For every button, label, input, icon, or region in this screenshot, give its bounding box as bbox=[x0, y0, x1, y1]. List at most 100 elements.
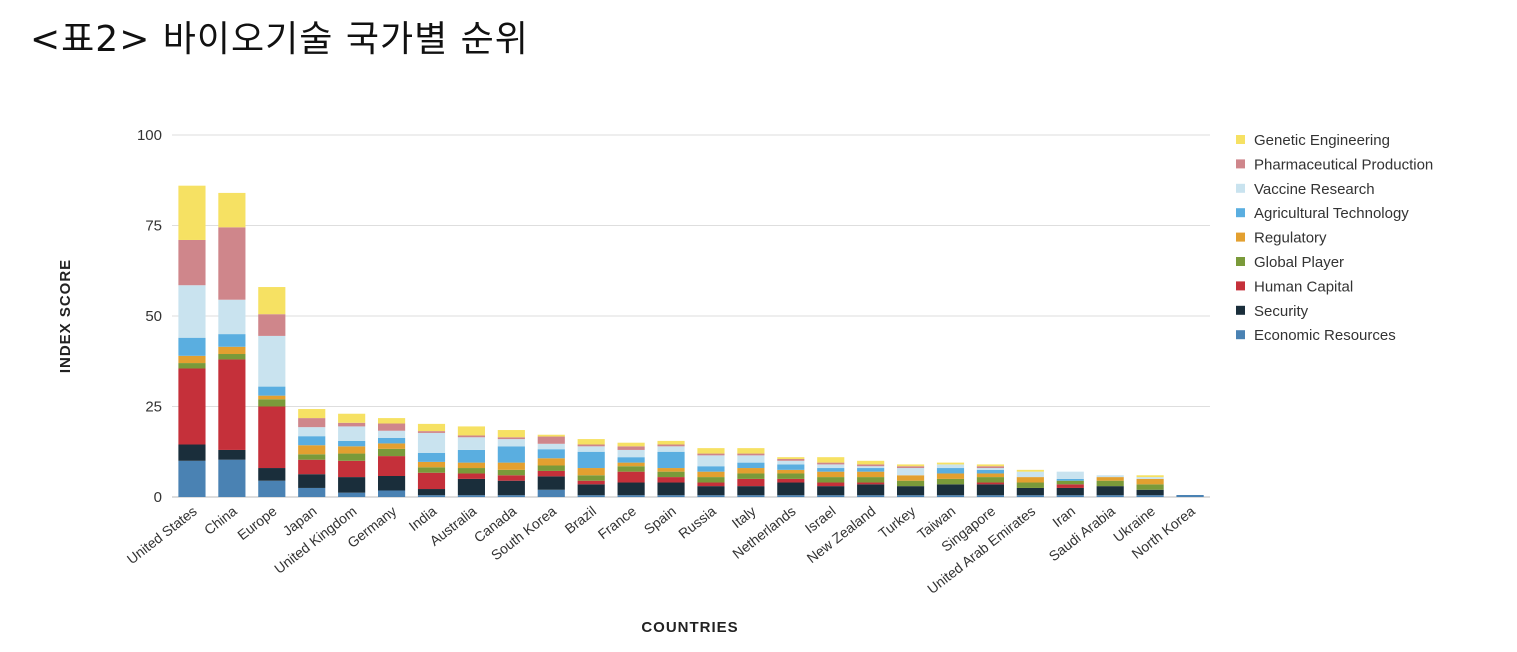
bar-segment bbox=[777, 482, 805, 496]
bar-segment bbox=[976, 482, 1004, 485]
bar-segment bbox=[258, 335, 286, 387]
bar-segment bbox=[897, 464, 925, 467]
bar-segment bbox=[737, 462, 765, 469]
bar-segment bbox=[737, 468, 765, 474]
bar-segment bbox=[338, 446, 366, 454]
legend: Genetic Engineering Pharmaceutical Produc… bbox=[1236, 132, 1433, 344]
bar-segment bbox=[817, 464, 845, 469]
bar-segment bbox=[657, 440, 685, 445]
bar-segment bbox=[617, 471, 645, 483]
bar-segment bbox=[897, 495, 925, 497]
x-tick-label: China bbox=[201, 503, 240, 538]
legend-label: Human Capital bbox=[1254, 278, 1353, 295]
bar-segment bbox=[178, 444, 206, 461]
bar-segment bbox=[178, 285, 206, 338]
bar-segment bbox=[338, 426, 366, 441]
bar-segment bbox=[218, 299, 246, 335]
bar-segment bbox=[936, 462, 965, 465]
bar-segment bbox=[417, 452, 446, 462]
bar-segment bbox=[298, 474, 326, 488]
bar-segment bbox=[697, 471, 725, 478]
bar-segment bbox=[857, 477, 885, 483]
bar-segment bbox=[1136, 495, 1164, 497]
bar-segment bbox=[338, 460, 366, 478]
bar-segment bbox=[817, 462, 845, 465]
bar-segment bbox=[697, 466, 725, 472]
bar-segment bbox=[457, 473, 485, 479]
bar-segment bbox=[1136, 484, 1164, 490]
bar-segment bbox=[897, 480, 925, 487]
legend-label: Agricultural Technology bbox=[1254, 205, 1409, 222]
bar-segment bbox=[218, 227, 246, 300]
bar-segment bbox=[697, 453, 725, 456]
bar-segment bbox=[497, 430, 525, 438]
bar-segment bbox=[976, 469, 1004, 474]
x-tick-label: United States bbox=[124, 503, 200, 567]
bar-segment bbox=[817, 457, 845, 463]
bar-segment bbox=[298, 487, 326, 497]
bar-segment bbox=[817, 471, 845, 478]
bar-segment bbox=[537, 476, 565, 490]
bar-segment bbox=[1096, 486, 1124, 496]
y-tick-label: 0 bbox=[154, 489, 162, 506]
bar-segment bbox=[457, 449, 485, 463]
bar-segment bbox=[577, 475, 605, 481]
bar-segment bbox=[1056, 478, 1084, 481]
legend-swatch bbox=[1236, 281, 1245, 291]
bar-segment bbox=[817, 482, 845, 487]
bar-segment bbox=[1056, 480, 1084, 485]
bar-segment bbox=[777, 460, 805, 465]
legend-swatch bbox=[1236, 208, 1245, 218]
bar-segment bbox=[258, 287, 286, 315]
bar-segment bbox=[936, 484, 965, 496]
bar-segment bbox=[1136, 475, 1164, 478]
bar-segment bbox=[976, 466, 1004, 469]
bar-segment bbox=[777, 469, 805, 474]
bar-segment bbox=[657, 451, 685, 469]
bar-segment bbox=[577, 439, 605, 445]
bar-segment bbox=[577, 446, 605, 452]
bar-segment bbox=[338, 413, 366, 423]
bar-segment bbox=[897, 466, 925, 469]
bar-segment bbox=[697, 477, 725, 483]
bar-segment bbox=[417, 423, 446, 432]
bar-segment bbox=[617, 457, 645, 463]
bar-segment bbox=[697, 455, 725, 467]
bar-segment bbox=[258, 406, 286, 469]
bar-segment bbox=[537, 470, 565, 477]
bar-segment bbox=[417, 489, 446, 496]
bar-segment bbox=[657, 495, 685, 497]
bar-segment bbox=[298, 459, 326, 475]
x-tick-label: Spain bbox=[641, 503, 679, 538]
bar-segment bbox=[497, 437, 525, 440]
bar-segment bbox=[457, 437, 485, 450]
bar-segment bbox=[298, 409, 326, 419]
bar-segment bbox=[857, 464, 885, 467]
bar-segment bbox=[577, 484, 605, 496]
bar-segment bbox=[617, 442, 645, 447]
bar-segment bbox=[976, 495, 1004, 497]
bar-segment bbox=[218, 449, 246, 460]
legend-swatch bbox=[1236, 183, 1245, 193]
bar-segment bbox=[737, 495, 765, 497]
bar-segment bbox=[737, 473, 765, 479]
bar-segment bbox=[178, 185, 206, 240]
bar-segment bbox=[777, 457, 805, 459]
x-tick-label: Brazil bbox=[562, 503, 599, 537]
bar-segment bbox=[178, 239, 206, 286]
bar-segment bbox=[697, 448, 725, 454]
bar-segment bbox=[258, 314, 286, 336]
bar-segment bbox=[1096, 480, 1124, 487]
bar-segment bbox=[298, 436, 326, 446]
bar-segment bbox=[218, 334, 246, 347]
bar-segment bbox=[1056, 487, 1084, 496]
bar-segment bbox=[497, 439, 525, 447]
bar-segment bbox=[857, 495, 885, 497]
bar-segment bbox=[378, 437, 406, 444]
bar-segment bbox=[1136, 478, 1164, 485]
legend-swatch bbox=[1236, 159, 1245, 169]
bar-segment bbox=[218, 346, 246, 355]
bar-segment bbox=[1056, 484, 1084, 488]
x-tick-label: Iran bbox=[1049, 503, 1078, 530]
bar-segment bbox=[976, 464, 1004, 467]
